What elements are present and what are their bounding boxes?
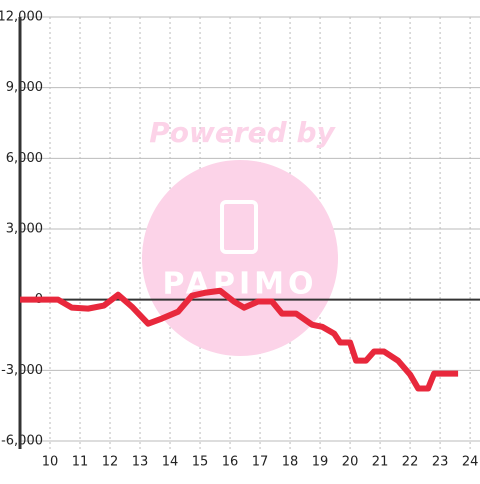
watermark-circle [142, 160, 338, 356]
y-tick-label: 9,000 [6, 80, 43, 95]
y-tick-label: -3,000 [1, 363, 43, 378]
x-tick-label: 15 [192, 455, 209, 470]
x-tick-label: 21 [372, 455, 389, 470]
x-tick-label: 18 [282, 455, 299, 470]
x-tick-label: 17 [252, 455, 269, 470]
watermark-text: Powered by [149, 116, 336, 149]
x-tick-label: 13 [132, 455, 149, 470]
watermark-icon [220, 200, 258, 254]
x-tick-label: 14 [162, 455, 179, 470]
x-tick-label: 19 [312, 455, 329, 470]
plot: -6,000-3,00003,0006,0009,00012,000101112… [0, 10, 480, 470]
y-tick-label: 3,000 [6, 222, 43, 237]
x-tick-label: 11 [72, 455, 89, 470]
x-tick-label: 23 [432, 455, 449, 470]
x-tick-label: 12 [102, 455, 119, 470]
x-tick-label: 20 [342, 455, 359, 470]
y-tick-label: -6,000 [1, 434, 43, 449]
data-line [20, 287, 459, 392]
x-tick-label: 24 [462, 455, 479, 470]
y-tick-label: 6,000 [6, 151, 43, 166]
x-tick-label: 22 [402, 455, 419, 470]
x-tick-label: 16 [222, 455, 239, 470]
x-tick-label: 10 [42, 455, 59, 470]
watermark-logo: PAPIMO [163, 267, 318, 302]
